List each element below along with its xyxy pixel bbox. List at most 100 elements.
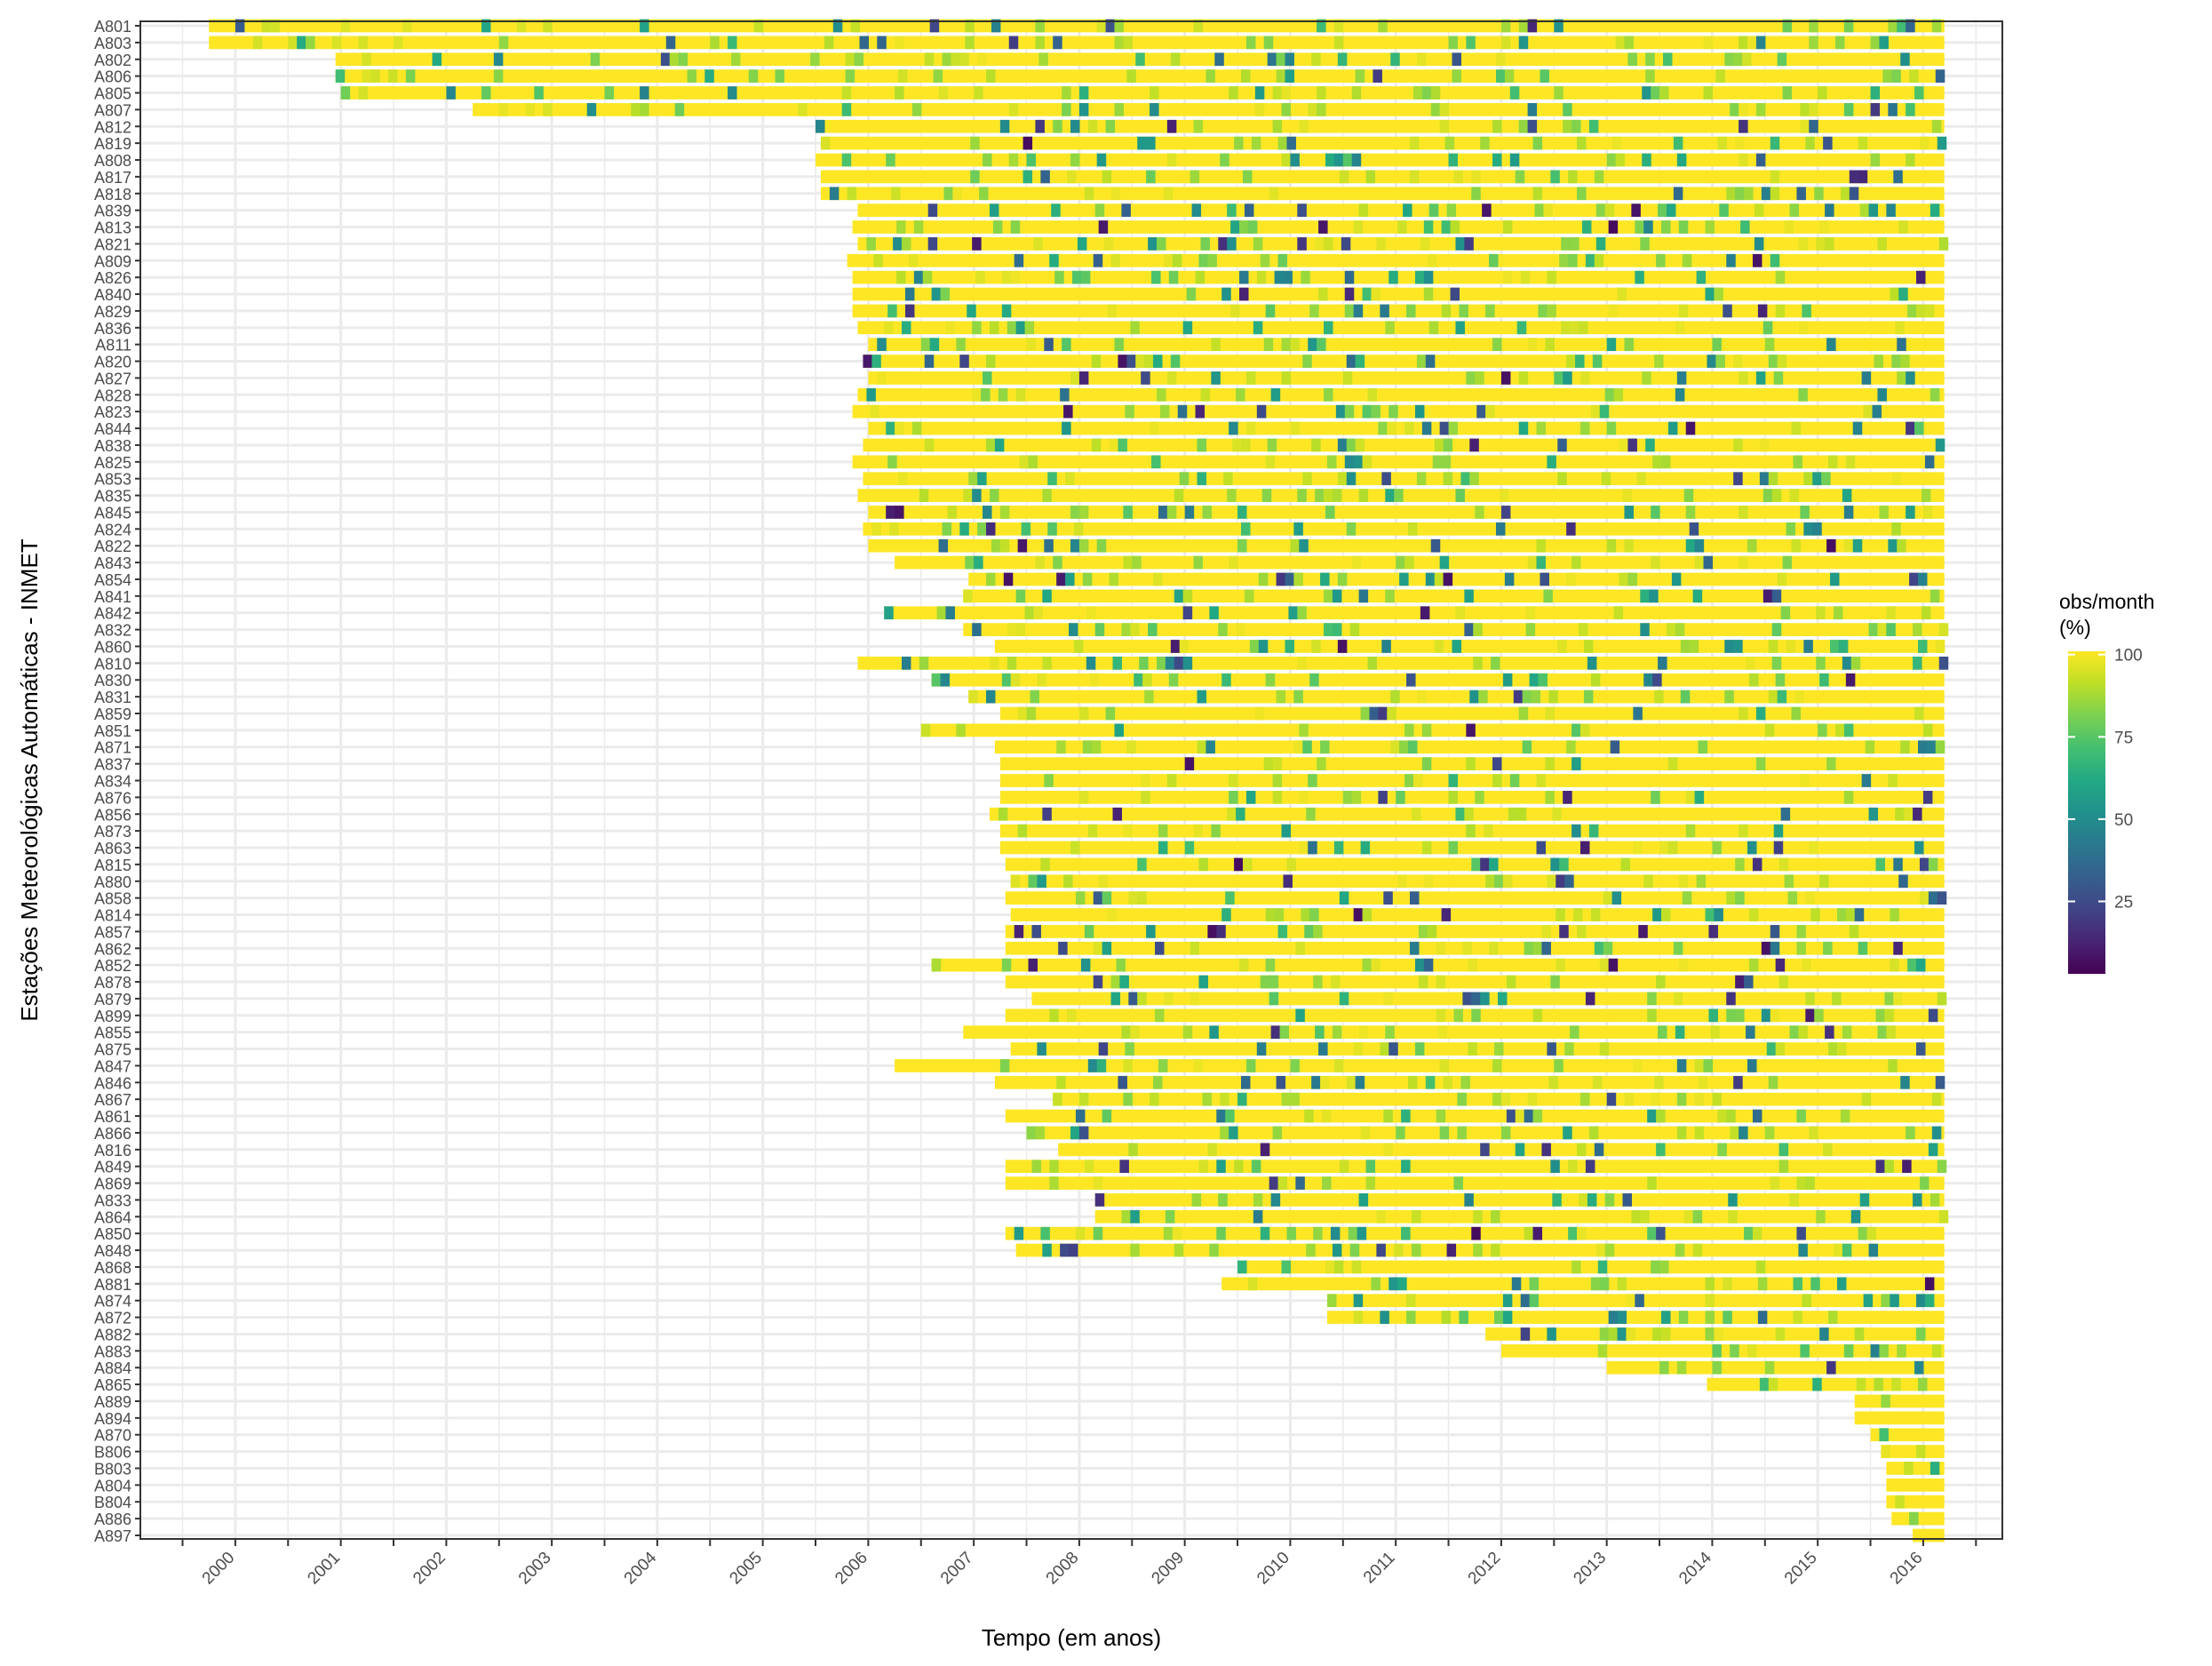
- heatmap-cell: [1261, 489, 1272, 502]
- heatmap-cell: [1798, 1243, 1808, 1257]
- heatmap-cell: [1174, 656, 1184, 670]
- heatmap-cell: [1661, 908, 1671, 921]
- heatmap-cell: [1198, 975, 1208, 989]
- heatmap-cell: [1626, 1327, 1635, 1341]
- heatmap-cell: [1320, 572, 1330, 586]
- heatmap-cell: [1744, 975, 1754, 989]
- heatmap-cell: [1028, 874, 1038, 889]
- heatmap-cell: [358, 36, 368, 50]
- heatmap-cell: [1647, 992, 1657, 1006]
- heatmap-cell: [1746, 656, 1755, 670]
- y-tick-label: A801: [94, 18, 131, 36]
- heatmap-cell: [1800, 506, 1810, 519]
- heatmap-cell: [1739, 706, 1748, 721]
- heatmap-cell: [1636, 472, 1646, 486]
- heatmap-cell: [983, 153, 992, 167]
- heatmap-cell: [974, 86, 983, 100]
- heatmap-cell: [1735, 975, 1745, 989]
- heatmap-cell: [1229, 774, 1238, 787]
- heatmap-cell: [1376, 1209, 1386, 1224]
- heatmap-cell: [1411, 807, 1421, 821]
- heatmap-cell: [1209, 1243, 1219, 1257]
- heatmap-cell: [1024, 606, 1035, 620]
- heatmap-cell: [1868, 1243, 1879, 1257]
- heatmap-cell: [1084, 925, 1094, 938]
- y-tick-label: A878: [94, 974, 131, 992]
- heatmap-cell: [1344, 304, 1355, 318]
- heatmap-cell: [1105, 119, 1116, 133]
- heatmap-cell-band: [1606, 1360, 1945, 1375]
- heatmap-cell: [1724, 52, 1734, 67]
- heatmap-cell-band: [1010, 1042, 1945, 1056]
- heatmap-row-a858: [1005, 891, 1947, 905]
- heatmap-cell: [640, 19, 649, 33]
- heatmap-cell: [1254, 86, 1265, 100]
- heatmap-cell: [1809, 119, 1818, 133]
- heatmap-cell: [1563, 371, 1572, 385]
- heatmap-cell: [1525, 606, 1536, 620]
- heatmap-cell: [956, 338, 966, 352]
- heatmap-cell: [1587, 1193, 1597, 1207]
- heatmap-cell: [1856, 1377, 1866, 1391]
- heatmap-cell: [1667, 757, 1678, 770]
- heatmap-cell: [1764, 338, 1775, 352]
- heatmap-cell: [1886, 1025, 1896, 1040]
- heatmap-cell: [1239, 270, 1249, 284]
- heatmap-cell: [1658, 203, 1667, 218]
- heatmap-cell-band: [1058, 1143, 1945, 1157]
- heatmap-cell: [1863, 404, 1874, 418]
- heatmap-cell: [1362, 908, 1373, 921]
- heatmap-cell: [1042, 489, 1052, 502]
- heatmap-cell: [1516, 321, 1527, 335]
- heatmap-cell: [1640, 623, 1650, 636]
- heatmap-cell: [1491, 1243, 1500, 1257]
- heatmap-cell: [1604, 1243, 1615, 1257]
- heatmap-cell: [493, 69, 504, 83]
- heatmap-cell: [1202, 1092, 1212, 1106]
- heatmap-cell: [873, 253, 883, 267]
- heatmap-cell: [1825, 237, 1834, 251]
- heatmap-cell: [1211, 371, 1221, 385]
- heatmap-cell: [1037, 1042, 1046, 1056]
- heatmap-cell: [1397, 1277, 1407, 1291]
- heatmap-cell: [1798, 387, 1808, 402]
- heatmap-row-a848: [1015, 1243, 1945, 1257]
- heatmap-cell: [1269, 187, 1279, 201]
- x-tick-label: 2014: [1675, 1548, 1715, 1588]
- heatmap-cell: [1260, 253, 1270, 267]
- heatmap-cell: [1318, 220, 1328, 234]
- heatmap-cell-band: [1886, 1479, 1945, 1492]
- heatmap-cell: [1156, 387, 1166, 402]
- heatmap-cell: [1659, 841, 1669, 855]
- heatmap-cell-band: [816, 119, 1945, 133]
- heatmap-cell: [1667, 841, 1678, 855]
- heatmap-cell: [1635, 1294, 1644, 1308]
- heatmap-cell: [1267, 52, 1277, 67]
- heatmap-cell: [931, 287, 942, 301]
- heatmap-cell: [1216, 925, 1226, 938]
- heatmap-cell: [1114, 36, 1124, 50]
- heatmap-cell: [1030, 690, 1039, 704]
- heatmap-cell: [1308, 774, 1317, 787]
- heatmap-cell: [1673, 136, 1683, 150]
- heatmap-cell: [1245, 1059, 1256, 1072]
- heatmap-cell: [1230, 220, 1240, 234]
- heatmap-cell: [1349, 623, 1360, 636]
- heatmap-cell: [1337, 438, 1348, 452]
- heatmap-cell-band: [209, 36, 1945, 50]
- heatmap-cell: [1026, 1126, 1037, 1140]
- heatmap-cell: [1001, 304, 1012, 318]
- heatmap-cell: [1676, 1059, 1687, 1072]
- heatmap-cell: [1559, 857, 1569, 872]
- heatmap-cell: [927, 237, 938, 251]
- heatmap-cell: [1355, 355, 1365, 368]
- heatmap-cell: [1504, 69, 1515, 83]
- heatmap-cell: [1550, 857, 1560, 872]
- heatmap-cell: [1659, 1260, 1669, 1274]
- heatmap-cell: [1536, 774, 1547, 787]
- heatmap-cell: [1443, 438, 1453, 452]
- heatmap-cell: [1466, 36, 1476, 50]
- heatmap-cell-band: [1005, 975, 1945, 989]
- heatmap-cell: [820, 136, 831, 150]
- heatmap-cell: [1330, 1226, 1341, 1240]
